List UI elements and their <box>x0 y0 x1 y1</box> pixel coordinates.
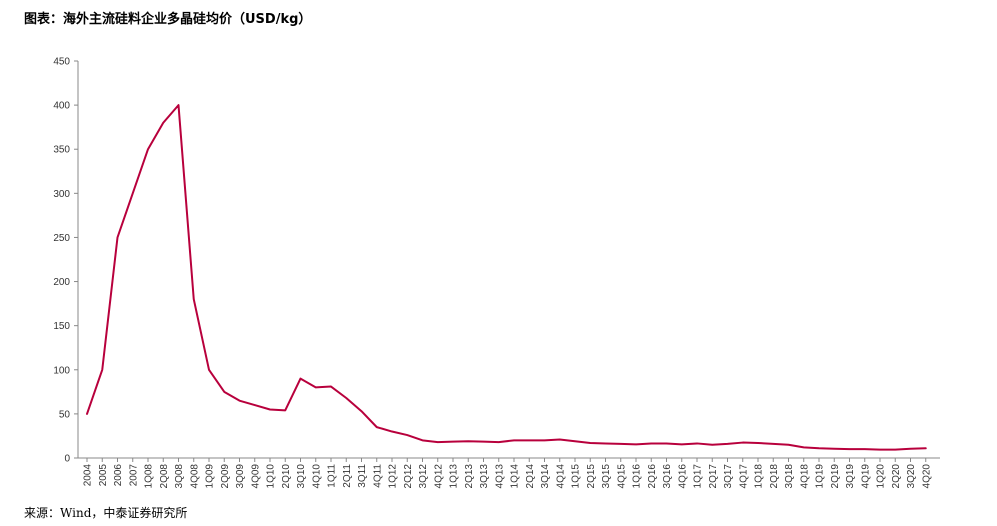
y-tick-label: 250 <box>53 233 70 244</box>
x-tick-label: 2Q08 <box>159 464 170 489</box>
x-tick-label: 1Q12 <box>388 464 399 489</box>
x-tick-label: 3Q17 <box>723 464 734 489</box>
x-tick-label: 4Q13 <box>494 464 505 489</box>
x-tick-label: 3Q12 <box>418 464 429 489</box>
x-tick-label: 2Q11 <box>342 464 353 488</box>
y-tick-label: 150 <box>53 321 70 332</box>
x-tick-label: 3Q15 <box>601 464 612 489</box>
x-tick-label: 2006 <box>113 464 124 487</box>
x-tick-label: 4Q17 <box>738 464 749 489</box>
x-tick-label: 2Q15 <box>586 464 597 489</box>
source-note: 来源：Wind，中泰证券研究所 <box>24 506 188 520</box>
y-tick-label: 300 <box>53 189 70 200</box>
x-tick-label: 2Q14 <box>525 464 536 489</box>
x-tick-label: 4Q12 <box>433 464 444 489</box>
x-tick-label: 1Q19 <box>815 464 826 489</box>
x-tick-label: 3Q10 <box>296 464 307 489</box>
x-tick-label: 4Q15 <box>616 464 627 489</box>
x-tick-label: 3Q08 <box>174 464 185 489</box>
x-tick-label: 1Q14 <box>510 464 521 489</box>
x-tick-label: 2Q20 <box>891 464 902 489</box>
x-tick-label: 4Q14 <box>555 464 566 489</box>
x-tick-label: 1Q17 <box>693 464 704 489</box>
chart-title: 图表：海外主流硅料企业多晶硅均价（USD/kg） <box>24 12 312 27</box>
x-tick-label: 3Q19 <box>845 464 856 489</box>
x-tick-label: 3Q09 <box>235 464 246 489</box>
y-tick-label: 400 <box>53 101 70 112</box>
price-line <box>86 104 927 451</box>
x-tick-label: 3Q13 <box>479 464 490 489</box>
y-tick-label: 200 <box>53 277 70 288</box>
y-tick-label: 350 <box>53 145 70 156</box>
x-tick-label: 1Q15 <box>571 464 582 489</box>
y-tick-label: 450 <box>53 57 70 68</box>
x-tick-label: 2Q10 <box>281 464 292 489</box>
x-tick-label: 2Q13 <box>464 464 475 489</box>
x-tick-label: 3Q14 <box>540 464 551 489</box>
x-tick-label: 4Q19 <box>860 464 871 489</box>
x-tick-label: 3Q20 <box>906 464 917 489</box>
x-tick-label: 4Q20 <box>921 464 932 489</box>
x-tick-label: 3Q16 <box>662 464 673 489</box>
x-tick-label: 4Q10 <box>311 464 322 489</box>
x-tick-label: 2Q18 <box>769 464 780 489</box>
x-tick-label: 1Q20 <box>876 464 887 489</box>
y-axis: 0 50 100 150 200 250 300 350 400 450 <box>53 57 79 465</box>
x-tick-label: 2Q19 <box>830 464 841 489</box>
x-tick-label: 2Q16 <box>647 464 658 489</box>
x-tick-label: 3Q18 <box>784 464 795 489</box>
x-tick-label: 4Q11 <box>372 464 383 488</box>
x-tick-label: 1Q18 <box>754 464 765 489</box>
x-tick-label: 1Q10 <box>266 464 277 489</box>
y-tick-label: 100 <box>53 365 70 376</box>
x-tick-label: 1Q13 <box>449 464 460 489</box>
x-tick-label: 1Q11 <box>327 464 338 488</box>
y-tick-label: 0 <box>64 454 70 465</box>
x-tick-label: 2004 <box>83 464 94 487</box>
x-tick-label: 4Q18 <box>799 464 810 489</box>
x-tick-label: 2Q12 <box>403 464 414 489</box>
x-tick-label: 1Q16 <box>632 464 643 489</box>
x-tick-label: 3Q11 <box>357 464 368 488</box>
x-tick-label: 1Q09 <box>205 464 216 489</box>
x-tick-label: 2007 <box>128 464 139 487</box>
x-axis: 2004 2005 2006 2007 1Q08 2Q08 3Q08 4Q08 1Q09 2Q09… <box>78 457 940 489</box>
x-tick-label: 2Q17 <box>708 464 719 489</box>
x-tick-label: 1Q08 <box>144 464 155 489</box>
x-tick-label: 2005 <box>98 464 109 487</box>
x-tick-label: 4Q09 <box>250 464 261 489</box>
x-tick-label: 4Q16 <box>677 464 688 489</box>
y-tick-label: 50 <box>59 409 71 420</box>
x-tick-label: 4Q08 <box>189 464 200 489</box>
series <box>86 104 927 451</box>
x-tick-label: 2Q09 <box>220 464 231 489</box>
